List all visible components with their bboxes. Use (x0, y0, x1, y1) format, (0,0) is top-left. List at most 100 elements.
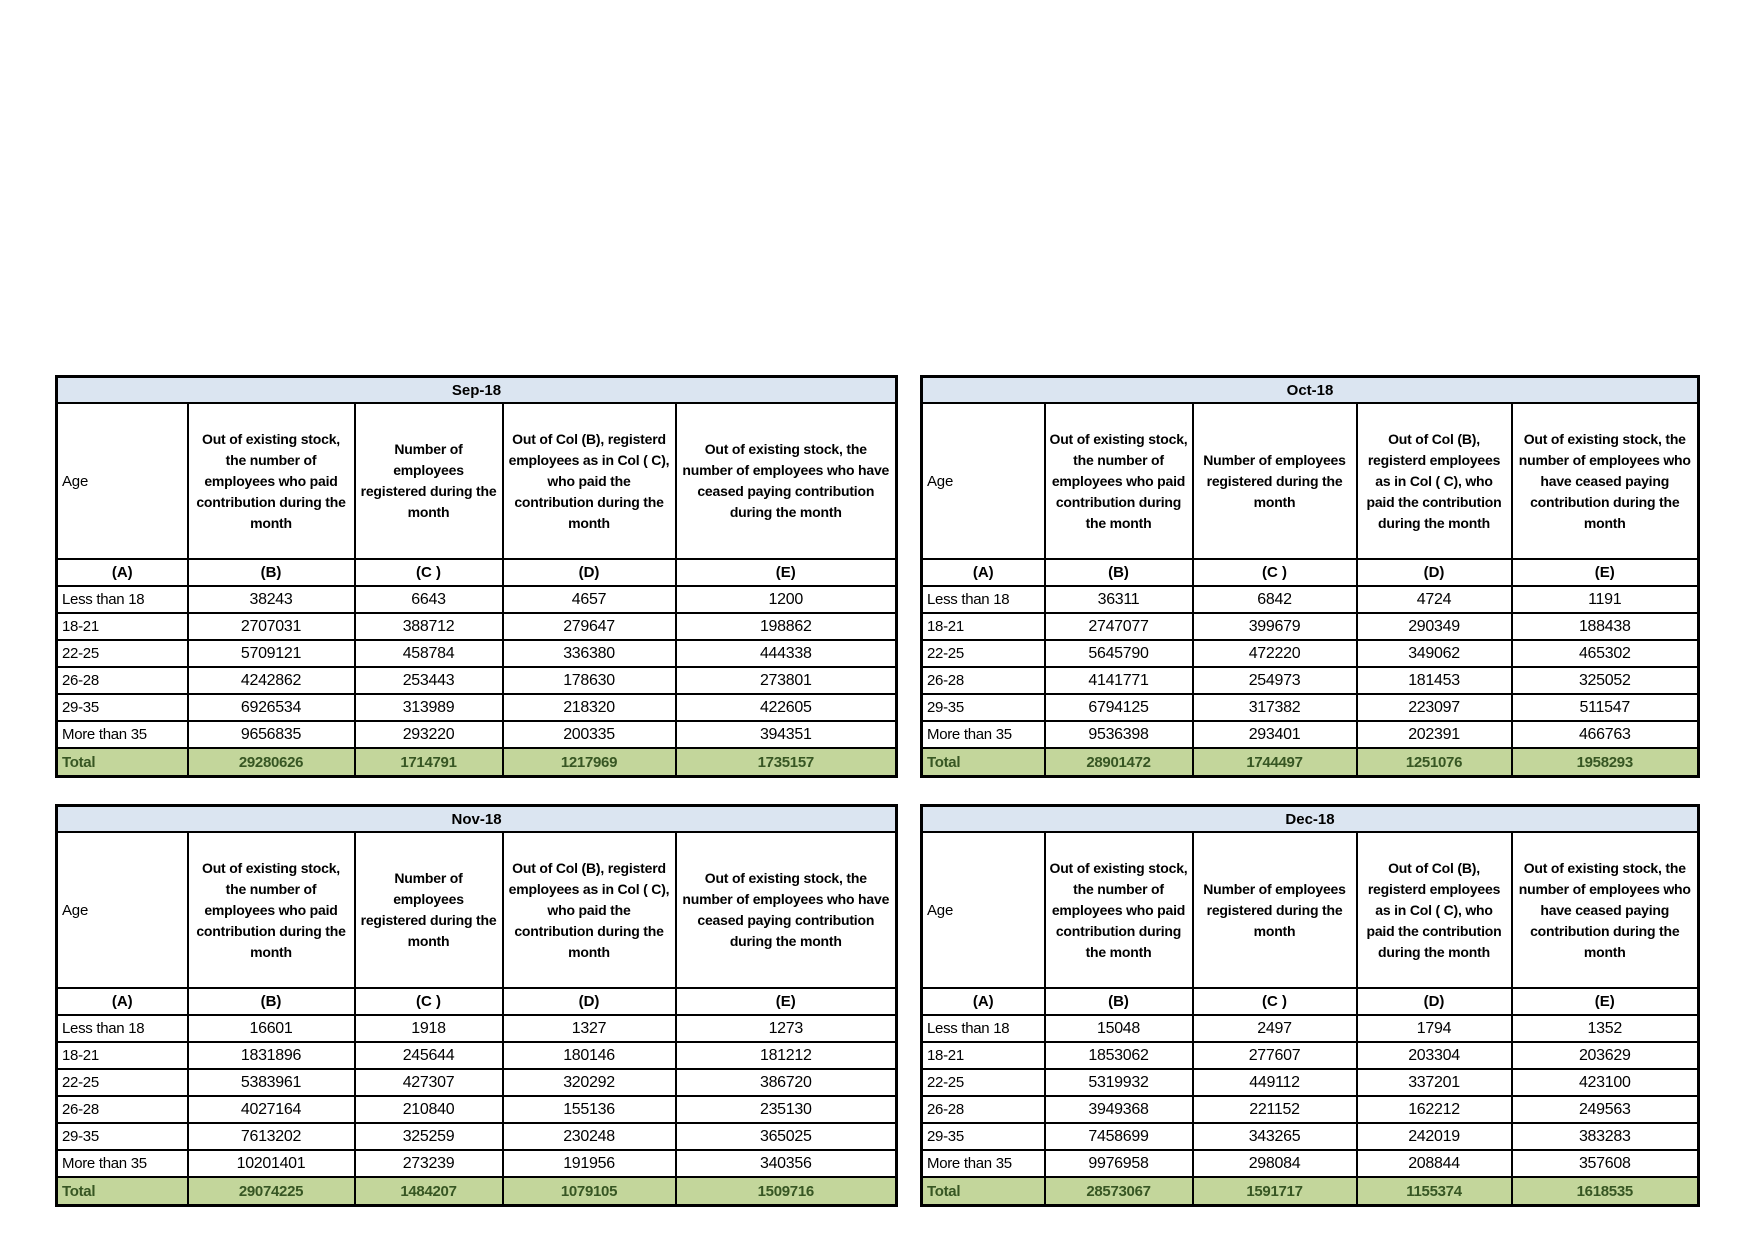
value-cell: 357608 (1510, 1149, 1700, 1178)
value-cell: 249563 (1510, 1095, 1700, 1124)
value-cell: 472220 (1191, 639, 1358, 668)
value-cell: 15048 (1043, 1014, 1194, 1043)
column-letter: (B) (1043, 558, 1194, 587)
value-cell: 290349 (1355, 612, 1513, 641)
column-header-c: Number of employees registered during th… (1191, 831, 1358, 989)
column-letter: (E) (674, 987, 898, 1016)
value-cell: 336380 (501, 639, 677, 668)
value-cell: 1352 (1510, 1014, 1700, 1043)
column-letter: (B) (186, 987, 356, 1016)
value-cell: 1273 (674, 1014, 898, 1043)
value-cell: 254973 (1191, 666, 1358, 695)
total-cell: 1735157 (674, 747, 898, 778)
value-cell: 466763 (1510, 720, 1700, 749)
value-cell: 422605 (674, 693, 898, 722)
total-cell: 28573067 (1043, 1176, 1194, 1207)
age-label: 29-35 (920, 693, 1046, 722)
data-row: 22-25 5383961 427307 320292 386720 (55, 1068, 898, 1097)
value-cell: 9656835 (186, 720, 356, 749)
column-header-c: Number of employees registered during th… (1191, 402, 1358, 560)
column-letter-row: (A) (B) (C ) (D) (E) (55, 987, 898, 1016)
data-row: 22-25 5645790 472220 349062 465302 (920, 639, 1700, 668)
value-cell: 511547 (1510, 693, 1700, 722)
age-label: 18-21 (55, 612, 189, 641)
value-cell: 2497 (1191, 1014, 1358, 1043)
value-cell: 38243 (186, 585, 356, 614)
age-label: Less than 18 (920, 585, 1046, 614)
age-label: 26-28 (920, 666, 1046, 695)
age-label: Less than 18 (55, 1014, 189, 1043)
column-header-b: Out of existing stock, the number of emp… (186, 831, 356, 989)
age-label: 22-25 (55, 1068, 189, 1097)
total-cell: 1509716 (674, 1176, 898, 1207)
total-cell: 29074225 (186, 1176, 356, 1207)
value-cell: 399679 (1191, 612, 1358, 641)
table-title-row: Sep-18 (55, 375, 898, 404)
total-cell: 1714791 (353, 747, 504, 778)
table-title: Sep-18 (55, 375, 898, 404)
column-letter: (D) (1355, 558, 1513, 587)
column-letter-row: (A) (B) (C ) (D) (E) (55, 558, 898, 587)
value-cell: 277607 (1191, 1041, 1358, 1070)
age-label: More than 35 (920, 720, 1046, 749)
total-cell: 1618535 (1510, 1176, 1700, 1207)
value-cell: 7613202 (186, 1122, 356, 1151)
column-header-c: Number of employees registered during th… (353, 831, 504, 989)
value-cell: 7458699 (1043, 1122, 1194, 1151)
value-cell: 6926534 (186, 693, 356, 722)
column-letter: (D) (501, 558, 677, 587)
value-cell: 3949368 (1043, 1095, 1194, 1124)
value-cell: 423100 (1510, 1068, 1700, 1097)
value-cell: 1191 (1510, 585, 1700, 614)
total-cell: 1744497 (1191, 747, 1358, 778)
value-cell: 9976958 (1043, 1149, 1194, 1178)
value-cell: 178630 (501, 666, 677, 695)
data-row: 26-28 4242862 253443 178630 273801 (55, 666, 898, 695)
data-row: 29-35 6794125 317382 223097 511547 (920, 693, 1700, 722)
value-cell: 5319932 (1043, 1068, 1194, 1097)
value-cell: 242019 (1355, 1122, 1513, 1151)
column-header-row: Age Out of existing stock, the number of … (55, 831, 898, 989)
table-title: Dec-18 (920, 804, 1700, 833)
value-cell: 388712 (353, 612, 504, 641)
value-cell: 458784 (353, 639, 504, 668)
total-row: Total 28573067 1591717 1155374 1618535 (920, 1176, 1700, 1207)
column-letter-row: (A) (B) (C ) (D) (E) (920, 987, 1700, 1016)
data-row: 26-28 4027164 210840 155136 235130 (55, 1095, 898, 1124)
value-cell: 221152 (1191, 1095, 1358, 1124)
age-label: 18-21 (55, 1041, 189, 1070)
value-cell: 218320 (501, 693, 677, 722)
value-cell: 253443 (353, 666, 504, 695)
column-header-age: Age (920, 831, 1046, 989)
value-cell: 191956 (501, 1149, 677, 1178)
value-cell: 181212 (674, 1041, 898, 1070)
total-cell: Total (55, 1176, 189, 1207)
value-cell: 449112 (1191, 1068, 1358, 1097)
value-cell: 1200 (674, 585, 898, 614)
value-cell: 162212 (1355, 1095, 1513, 1124)
data-row: 29-35 7613202 325259 230248 365025 (55, 1122, 898, 1151)
value-cell: 188438 (1510, 612, 1700, 641)
age-label: 26-28 (920, 1095, 1046, 1124)
age-label: More than 35 (55, 1149, 189, 1178)
month-table: Nov-18 Age Out of existing stock, the numb… (55, 804, 899, 1207)
value-cell: 298084 (1191, 1149, 1358, 1178)
table-title: Nov-18 (55, 804, 898, 833)
column-header-e: Out of existing stock, the number of emp… (1510, 402, 1700, 560)
value-cell: 245644 (353, 1041, 504, 1070)
value-cell: 5383961 (186, 1068, 356, 1097)
value-cell: 223097 (1355, 693, 1513, 722)
data-row: 18-21 1853062 277607 203304 203629 (920, 1041, 1700, 1070)
value-cell: 6842 (1191, 585, 1358, 614)
column-header-d: Out of Col (B), registerd employees as i… (1355, 402, 1513, 560)
value-cell: 16601 (186, 1014, 356, 1043)
value-cell: 10201401 (186, 1149, 356, 1178)
value-cell: 427307 (353, 1068, 504, 1097)
value-cell: 1853062 (1043, 1041, 1194, 1070)
column-header-row: Age Out of existing stock, the number of … (920, 402, 1700, 560)
value-cell: 5709121 (186, 639, 356, 668)
total-cell: 1958293 (1510, 747, 1700, 778)
value-cell: 4657 (501, 585, 677, 614)
age-label: More than 35 (55, 720, 189, 749)
value-cell: 1918 (353, 1014, 504, 1043)
